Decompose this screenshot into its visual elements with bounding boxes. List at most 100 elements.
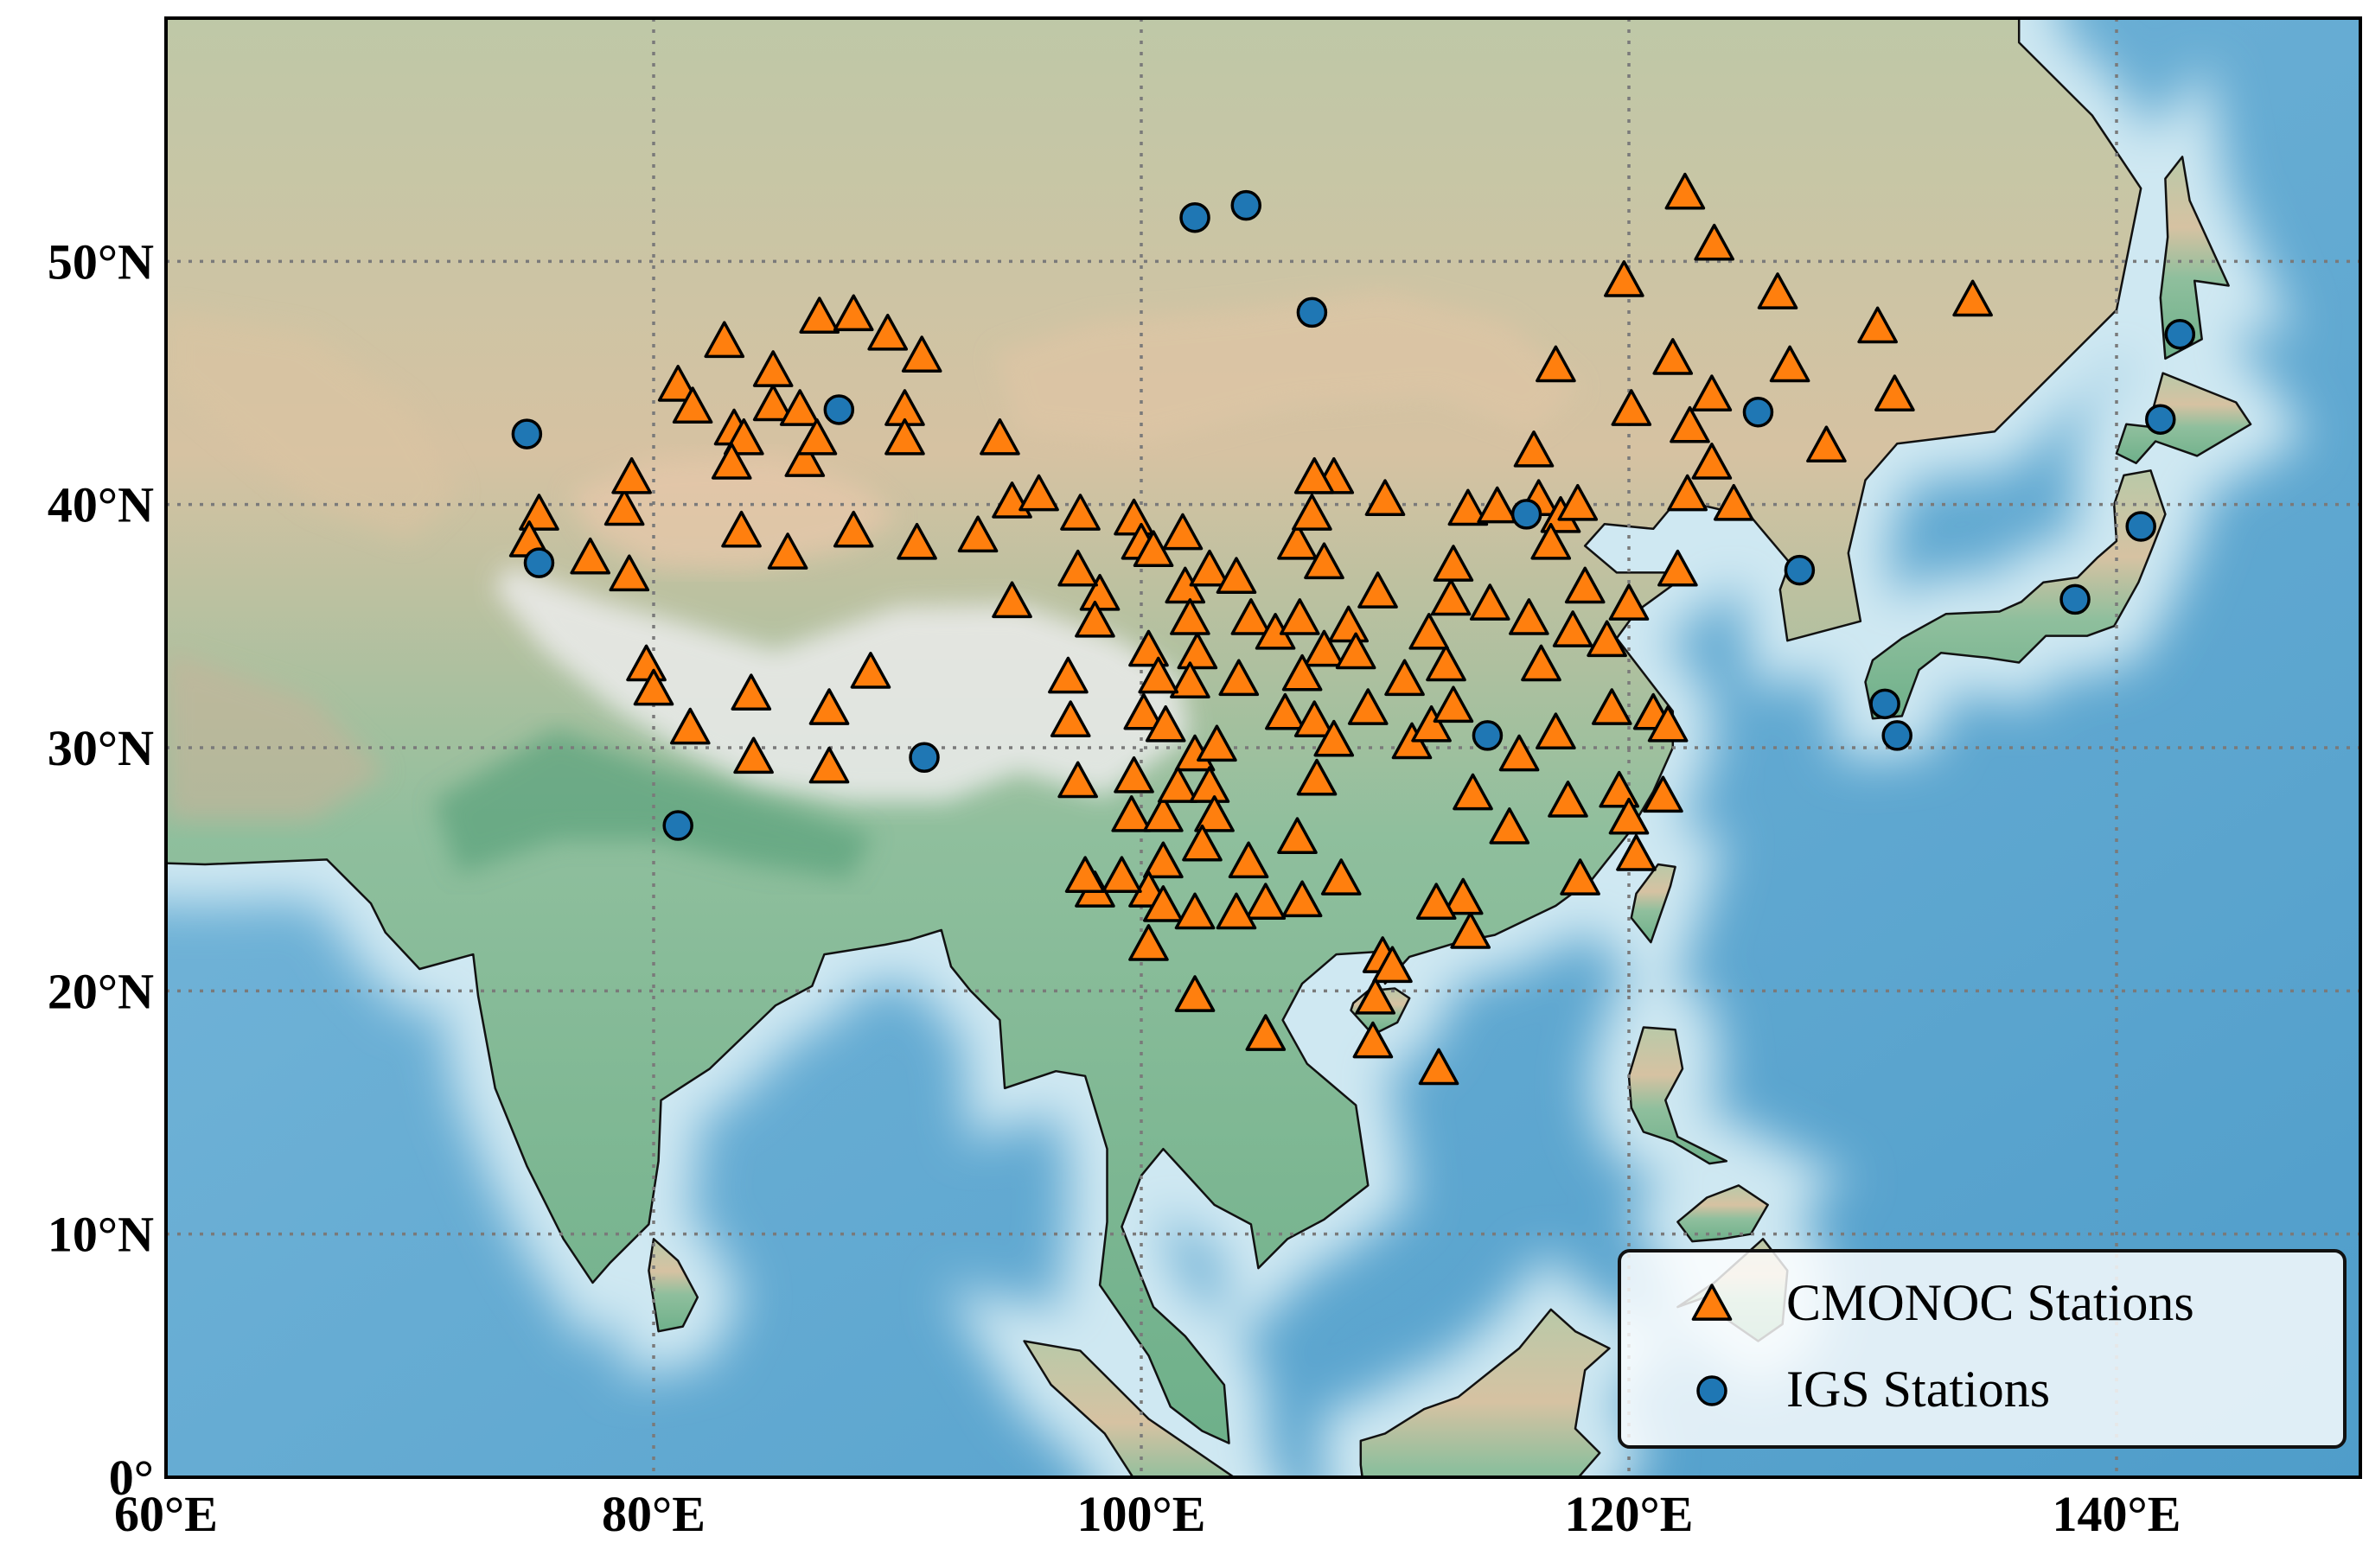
station-marker (1408, 613, 1450, 650)
station-marker (1157, 766, 1198, 803)
station-marker (1143, 885, 1184, 922)
grid (166, 18, 2360, 1477)
station-marker (721, 510, 762, 548)
station-marker (1564, 566, 1606, 604)
station-marker (1296, 758, 1338, 796)
station-marker (1433, 545, 1474, 582)
station-marker (609, 554, 650, 592)
station-marker (1881, 720, 1912, 751)
x-tick-label: 60°E (114, 1486, 218, 1542)
station-marker (662, 810, 693, 841)
station-marker (1364, 479, 1406, 516)
station-marker (1230, 598, 1272, 635)
station-marker (1304, 542, 1344, 580)
landmass-hokkaido (2115, 372, 2252, 465)
x-tick-label: 100°E (1077, 1486, 1206, 1542)
station-marker (669, 707, 711, 745)
station-marker (1426, 644, 1466, 682)
station-marker (784, 440, 826, 477)
legend: CMONOC Stations IGS Stations (1618, 1249, 2347, 1449)
station-marker (1228, 841, 1269, 879)
relief-highland (166, 650, 386, 821)
station-marker (1143, 841, 1184, 879)
station-marker (1643, 775, 1683, 813)
station-marker (1189, 549, 1230, 587)
station-marker (1245, 883, 1287, 920)
station-marker (1513, 430, 1555, 468)
station-marker (731, 673, 772, 711)
relief-steppe (166, 309, 459, 541)
station-marker (1216, 892, 1257, 930)
legend-marker (1696, 1375, 1727, 1406)
landmass-taiwan (1630, 863, 1676, 944)
station-marker (1477, 486, 1518, 524)
station-marker (657, 365, 699, 402)
station-marker (1245, 1014, 1287, 1051)
landmass-sumatra (1023, 1340, 1236, 1477)
station-marker (808, 688, 850, 725)
station-marker (1179, 201, 1210, 233)
y-tick-label: 0° (109, 1450, 154, 1506)
y-tick-label: 40°N (48, 477, 154, 533)
station-marker (1197, 724, 1237, 762)
station-marker (1667, 474, 1708, 512)
y-tick-label: 10°N (48, 1207, 154, 1263)
station-marker (1657, 549, 1698, 587)
station-marker (570, 537, 610, 575)
station-marker (1548, 781, 1588, 818)
station-marker (867, 313, 909, 351)
station-marker (1670, 405, 1710, 443)
station-marker (1372, 946, 1413, 984)
station-marker (1608, 583, 1650, 621)
station-marker (1611, 389, 1652, 426)
station-marker (2145, 404, 2176, 435)
station-marker (1357, 571, 1398, 609)
station-marker (1355, 978, 1396, 1015)
station-marker (1647, 704, 1689, 743)
station-marker (1048, 656, 1089, 694)
station-marker (1230, 189, 1262, 221)
landmass-visayas (1676, 1184, 1769, 1243)
station-marker (897, 522, 937, 560)
station-marker (1313, 719, 1355, 757)
station-marker (808, 746, 850, 784)
station-marker (1857, 306, 1898, 344)
station-marker (901, 335, 942, 373)
station-marker (1591, 688, 1632, 725)
station-marker (1057, 761, 1098, 799)
station-marker (980, 417, 1020, 456)
station-marker (1145, 704, 1186, 743)
station-marker (1664, 172, 1706, 210)
relief-desert (994, 290, 1580, 444)
station-marker (1174, 975, 1216, 1012)
axis-labels: 60°E 80°E 100°E 120°E 140°E 0° 10°N 20°N 30°N 40°… (48, 233, 2181, 1542)
station-marker (523, 547, 555, 578)
station-marker (1114, 756, 1154, 794)
station-marker (1216, 557, 1257, 594)
x-tick-label: 140°E (2053, 1486, 2181, 1542)
station-marker (1189, 766, 1230, 803)
map-frame (164, 16, 2362, 1479)
station-marker (1277, 817, 1318, 855)
station-marker (1050, 700, 1091, 737)
station-marker (1182, 824, 1223, 862)
station-marker (1352, 1021, 1394, 1059)
station-marker (1536, 712, 1576, 750)
station-marker (1170, 661, 1210, 698)
landmass-sakhalin (2159, 156, 2230, 360)
station-marker (767, 532, 808, 570)
station-marker (672, 386, 713, 424)
landmass-srilanka (648, 1238, 699, 1333)
station-marker (1536, 345, 1576, 383)
station-marker (1784, 554, 1816, 586)
station-marker (704, 321, 745, 359)
station-marker (1472, 720, 1504, 751)
station-marker (1557, 483, 1599, 521)
station-marker (1509, 598, 1549, 635)
station-marker (1694, 223, 1735, 261)
station-marker (992, 581, 1032, 619)
station-marker (1489, 807, 1530, 845)
station-marker (1418, 1048, 1459, 1086)
station-marker (2164, 318, 2196, 350)
